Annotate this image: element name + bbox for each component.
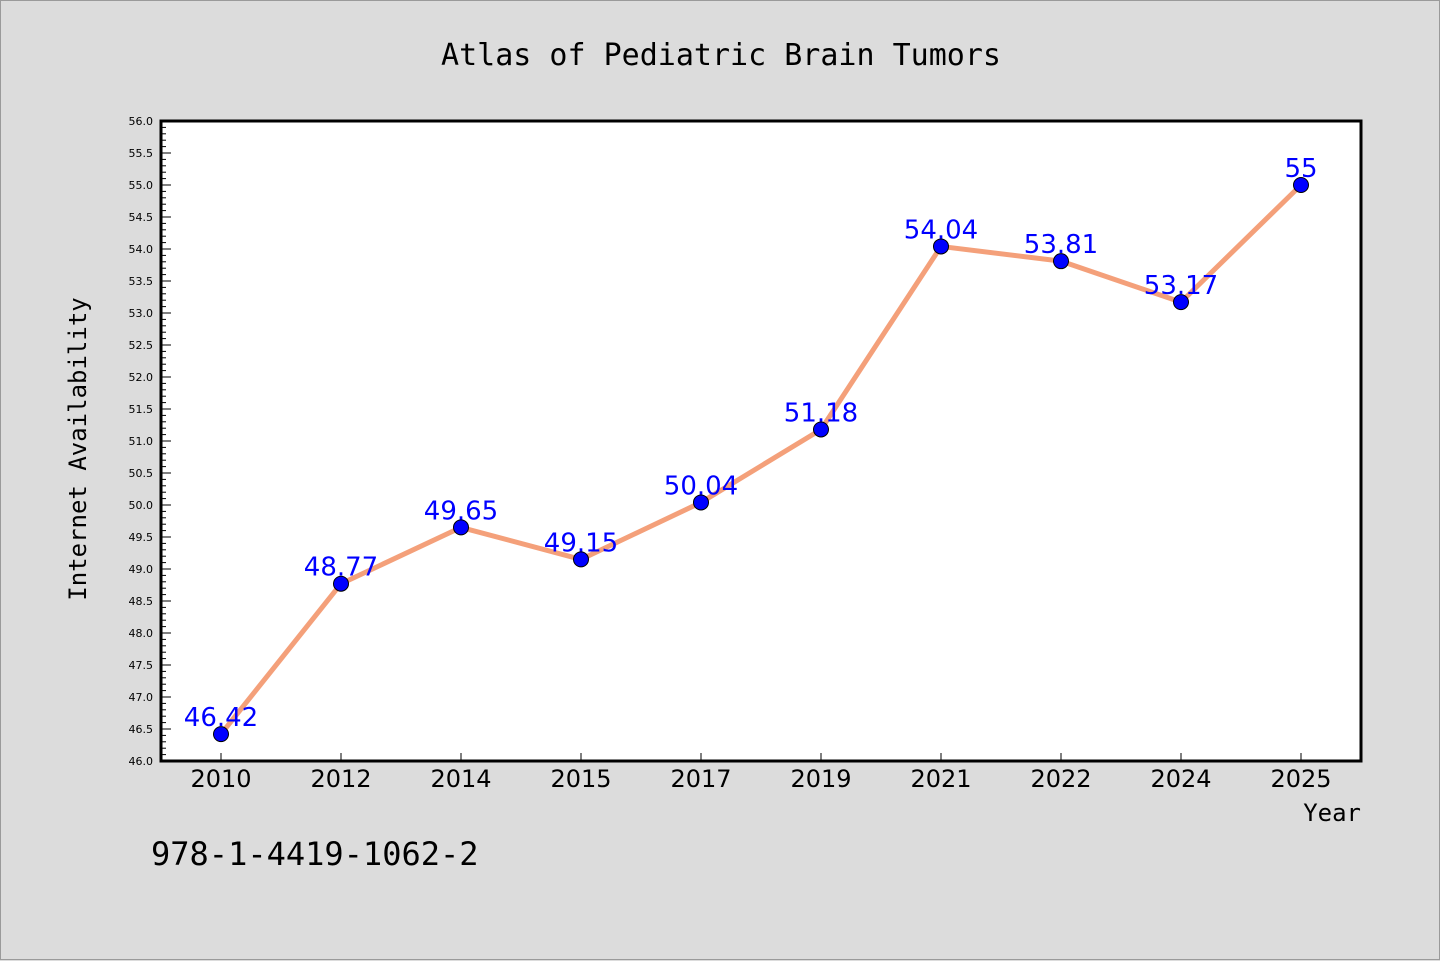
data-point-marker (933, 238, 949, 255)
y-axis-title: Internet Availability (64, 297, 92, 600)
data-label: 49.15 (544, 528, 618, 558)
y-tick-label: 56.0 (129, 115, 154, 128)
y-tick-label: 50.5 (129, 467, 154, 480)
data-label: 49.65 (424, 496, 498, 526)
x-tick-label: 2021 (910, 765, 971, 793)
x-tick-label: 2014 (430, 765, 491, 793)
data-label: 53.81 (1024, 230, 1098, 260)
y-tick-label: 46.5 (129, 723, 154, 736)
data-point-marker (1173, 294, 1189, 311)
x-axis: 2010 2012 2014 2015 2017 2019 2021 2022 2024 2025 (190, 753, 1332, 793)
y-axis: 46.0 46.5 47.0 47.5 48.0 48.5 49.0 49.5 50.0 50.5… (129, 115, 171, 768)
data-label: 51.18 (784, 398, 858, 428)
data-labels-group: 46.42 48.77 49.65 49.15 50.04 51.18 54.04 53.81… (184, 154, 1318, 733)
x-tick-label: 2015 (550, 765, 611, 793)
data-point-marker (213, 726, 229, 743)
data-label: 55 (1284, 154, 1317, 184)
x-axis-title: Year (1303, 799, 1361, 827)
data-label: 53.17 (1144, 271, 1218, 301)
x-tick-label: 2012 (310, 765, 371, 793)
y-tick-label: 53.5 (129, 275, 154, 288)
y-tick-label: 55.0 (129, 179, 154, 192)
y-tick-label: 51.5 (129, 403, 154, 416)
y-tick-label: 49.5 (129, 531, 154, 544)
y-tick-label: 48.5 (129, 595, 154, 608)
plot-area (159, 119, 1363, 763)
series-line-group (219, 183, 1303, 736)
x-tick-label: 2025 (1270, 765, 1331, 793)
y-tick-label: 52.0 (129, 371, 154, 384)
data-point-marker (573, 551, 589, 568)
x-tick-label: 2017 (670, 765, 731, 793)
data-point-marker (1293, 177, 1309, 193)
data-label: 46.42 (184, 703, 258, 733)
data-label: 48.77 (304, 553, 378, 583)
y-tick-label: 53.0 (129, 307, 154, 320)
x-tick-label: 2024 (1150, 765, 1211, 793)
chart-title: Atlas of Pediatric Brain Tumors (441, 38, 1001, 73)
x-tick-label: 2019 (790, 765, 851, 793)
data-point-marker (453, 519, 469, 536)
y-tick-label: 54.5 (129, 211, 154, 224)
data-point-marker (693, 494, 709, 511)
y-tick-label: 47.5 (129, 659, 154, 672)
y-tick-label: 55.5 (129, 147, 154, 160)
x-tick-label: 2010 (190, 765, 251, 793)
isbn-text: 978-1-4419-1062-2 (151, 835, 479, 873)
data-label: 50.04 (664, 471, 738, 501)
y-tick-label: 52.5 (129, 339, 154, 352)
y-tick-label: 48.0 (129, 627, 154, 640)
y-tick-label: 51.0 (129, 435, 154, 448)
series-line (219, 183, 1303, 736)
data-label: 54.04 (904, 215, 978, 245)
x-tick-label: 2022 (1030, 765, 1091, 793)
y-tick-label: 50.0 (129, 499, 154, 512)
markers-group (213, 177, 1309, 743)
y-tick-label: 46.0 (129, 755, 154, 768)
y-tick-label: 49.0 (129, 563, 154, 576)
data-point-marker (813, 421, 829, 438)
y-tick-label: 47.0 (129, 691, 154, 704)
y-tick-label: 54.0 (129, 243, 154, 256)
data-point-marker (1053, 253, 1069, 270)
data-point-marker (333, 575, 349, 592)
